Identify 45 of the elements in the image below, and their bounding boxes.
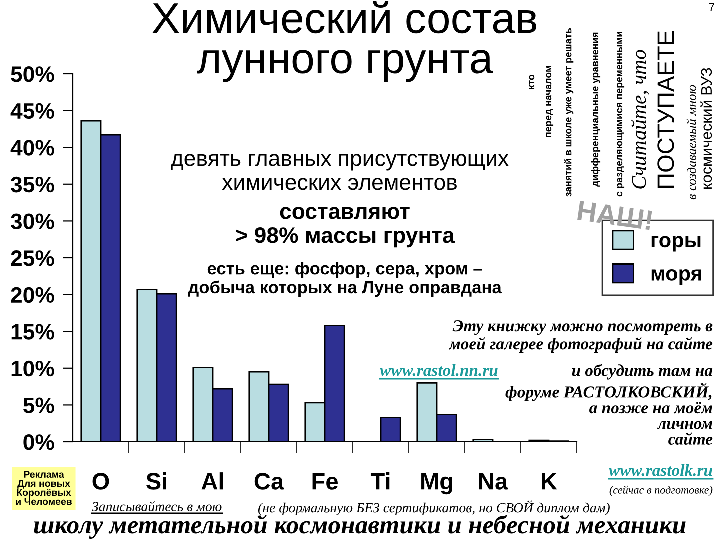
text: Реклама Для новых Королёвых и Челомеев bbox=[16, 471, 72, 506]
x-tick-label: Na bbox=[479, 473, 508, 490]
annotation: и обсудить там на bbox=[572, 364, 713, 380]
y-tick-label: 35% bbox=[10, 176, 54, 193]
annotation: форуме РАСТОЛКОВСКИЙ, а позже на моём личном сайте bbox=[506, 383, 713, 445]
x-tick-label: Si bbox=[146, 472, 166, 490]
legend-label: моря bbox=[652, 269, 702, 286]
text: (сейчас в подготовке) bbox=[610, 486, 713, 496]
annotation: www.rastol.nn.ru bbox=[380, 364, 498, 376]
text: ПОСТУПАЕТЕ bbox=[658, 31, 674, 188]
text: Записывайтесь в мою bbox=[92, 501, 222, 512]
y-tick-label: 45% bbox=[10, 103, 54, 120]
text: Считайте, что bbox=[631, 50, 650, 189]
annotation: есть еще: фосфор, сера, хром – добыча которых на Луне оправдана bbox=[188, 262, 502, 298]
annotation: Эту книжку можно посмотреть в моей галерее фотографий на сайте bbox=[448, 320, 713, 354]
text: НАШ! bbox=[578, 201, 652, 230]
x-tick-label: Ca bbox=[254, 473, 284, 490]
y-tick-label: 5% bbox=[24, 398, 54, 414]
text: дифференциальные уравнения bbox=[591, 32, 601, 187]
legend-label: горы bbox=[652, 236, 701, 252]
x-tick-label: Ti bbox=[370, 472, 390, 490]
y-tick-label: 0% bbox=[24, 434, 54, 450]
y-tick-label: 15% bbox=[12, 324, 54, 340]
text: школу метательной космонавтики и небесной механики bbox=[34, 514, 686, 540]
x-tick-label: Al bbox=[202, 472, 224, 490]
text: с разделяющимися переменными bbox=[617, 32, 625, 197]
y-tick-label: 20% bbox=[11, 287, 54, 304]
annotation: перед началом bbox=[546, 66, 554, 138]
text: 7 bbox=[709, 3, 714, 12]
text: космический ВУЗ bbox=[700, 68, 712, 189]
y-tick-label: 30% bbox=[10, 214, 54, 230]
annotation: составляют > 98% массы грунта bbox=[236, 207, 455, 248]
x-tick-label: Mg bbox=[422, 473, 452, 495]
text: www.rastolk.ru bbox=[608, 464, 712, 476]
annotation: кто bbox=[529, 74, 535, 90]
y-tick-label: 25% bbox=[11, 250, 54, 266]
y-tick-label: 50% bbox=[11, 66, 54, 82]
annotation: занятий в школе уже умеет решать bbox=[564, 28, 574, 197]
x-tick-label: Fe bbox=[312, 473, 338, 490]
x-tick-label: K bbox=[542, 473, 558, 490]
x-tick-label: O bbox=[92, 473, 110, 490]
text: (не формальную БЕЗ сертификатов, но СВОЙ диплом дам) bbox=[258, 500, 610, 516]
text: в создаваемый мною bbox=[686, 85, 696, 200]
y-tick-label: 40% bbox=[10, 140, 54, 156]
y-tick-label: 10% bbox=[12, 360, 54, 377]
